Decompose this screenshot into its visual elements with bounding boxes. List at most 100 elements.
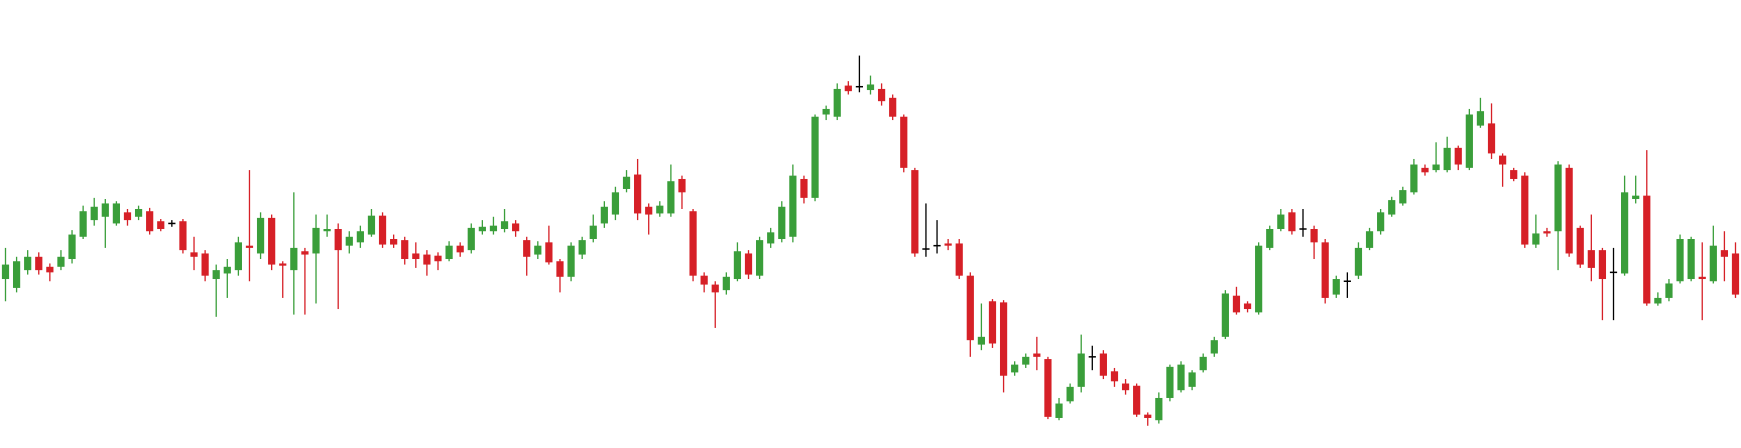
candle-body — [877, 88, 886, 102]
candle-body — [1454, 147, 1462, 165]
candle-body — [1310, 229, 1318, 243]
candle-body — [1443, 147, 1451, 171]
candle-body — [356, 231, 364, 243]
candle-body — [1199, 356, 1207, 371]
candle-body — [489, 225, 498, 232]
candle-body — [512, 223, 520, 232]
candle-body — [1099, 353, 1107, 376]
candle-body — [301, 251, 309, 255]
candle-body — [1044, 359, 1052, 417]
candle-body — [223, 266, 231, 274]
candle-body — [245, 245, 254, 248]
candle-body — [1188, 372, 1196, 387]
candle-body — [212, 270, 220, 280]
candle-body — [1521, 175, 1529, 245]
candle-body — [1576, 227, 1584, 265]
candle-body — [833, 88, 841, 117]
candle-body — [966, 275, 974, 341]
candle-body — [822, 108, 830, 115]
candle-body — [622, 176, 631, 189]
candle-body — [667, 181, 675, 214]
candle-body — [866, 84, 875, 91]
candle-body — [101, 203, 109, 217]
candle-body — [1321, 242, 1329, 298]
candle-body — [35, 256, 43, 271]
candle-body — [345, 236, 353, 246]
candle-body — [179, 221, 187, 251]
candle-body — [500, 221, 509, 230]
candle-body — [1133, 385, 1141, 415]
candle-body — [1365, 231, 1374, 248]
candle-body — [1720, 250, 1729, 257]
candle-body — [889, 97, 897, 117]
candle-body — [1410, 164, 1418, 193]
candle-body — [1532, 233, 1540, 245]
candle-body — [678, 178, 686, 193]
candle-body — [545, 242, 553, 263]
candle-body — [12, 261, 21, 288]
candle-body — [1066, 386, 1074, 402]
candle-body — [1243, 303, 1252, 310]
candle-body — [68, 234, 76, 260]
candle-body — [456, 245, 464, 253]
candle-body — [645, 206, 653, 215]
candle-body — [1587, 250, 1595, 268]
candle-body — [1388, 200, 1396, 215]
candle-body — [744, 253, 753, 275]
candle-body — [756, 240, 764, 276]
candle-body — [700, 275, 708, 285]
candle-body — [689, 211, 697, 276]
candle-body — [90, 206, 98, 221]
candle-body — [323, 229, 331, 232]
candle-body — [1731, 253, 1740, 295]
candle-body — [733, 251, 742, 280]
candle-body — [79, 211, 87, 237]
candle-body — [656, 205, 664, 214]
candle-body — [578, 240, 586, 255]
candle-body — [1698, 276, 1706, 280]
candle-body — [1155, 397, 1163, 421]
candle-body — [1, 264, 10, 280]
candle-body — [1554, 164, 1562, 232]
candle-body — [1487, 123, 1496, 154]
candle-body — [1077, 353, 1085, 387]
candle-body — [1643, 195, 1651, 304]
candle-body — [999, 302, 1008, 376]
candle-body — [911, 170, 919, 254]
candle-body — [1543, 231, 1551, 234]
candle-body — [312, 227, 320, 254]
candle-body — [1598, 250, 1607, 280]
candle-body — [711, 284, 719, 293]
candle-body — [390, 239, 398, 245]
candle-body — [556, 261, 564, 277]
candle-body — [334, 229, 342, 251]
candle-body — [589, 225, 597, 240]
candle-body — [900, 116, 908, 168]
candle-body — [1144, 414, 1152, 418]
candle-body — [523, 240, 531, 257]
candle-body — [24, 256, 32, 271]
candle-body — [767, 232, 775, 244]
candle-body — [1377, 212, 1385, 232]
candle-body — [567, 245, 575, 277]
candle-body — [1232, 295, 1241, 313]
candle-body — [778, 206, 786, 240]
candle-body — [1421, 167, 1429, 173]
candle-body — [1033, 353, 1041, 357]
candle-body — [256, 217, 265, 254]
candle-body — [134, 208, 143, 217]
candle-body — [534, 245, 542, 255]
candle-body — [1166, 366, 1174, 398]
candle-body — [611, 192, 620, 215]
candle-body — [1665, 283, 1673, 298]
candle-body — [1121, 383, 1130, 391]
candle-body — [123, 212, 132, 221]
candle-body — [1510, 170, 1518, 179]
candle-body — [1465, 114, 1473, 168]
candle-body — [1210, 340, 1218, 354]
candle-body — [478, 226, 486, 232]
candle-body — [1565, 167, 1573, 254]
candle-body — [1399, 190, 1407, 204]
candle-body — [1476, 111, 1485, 126]
